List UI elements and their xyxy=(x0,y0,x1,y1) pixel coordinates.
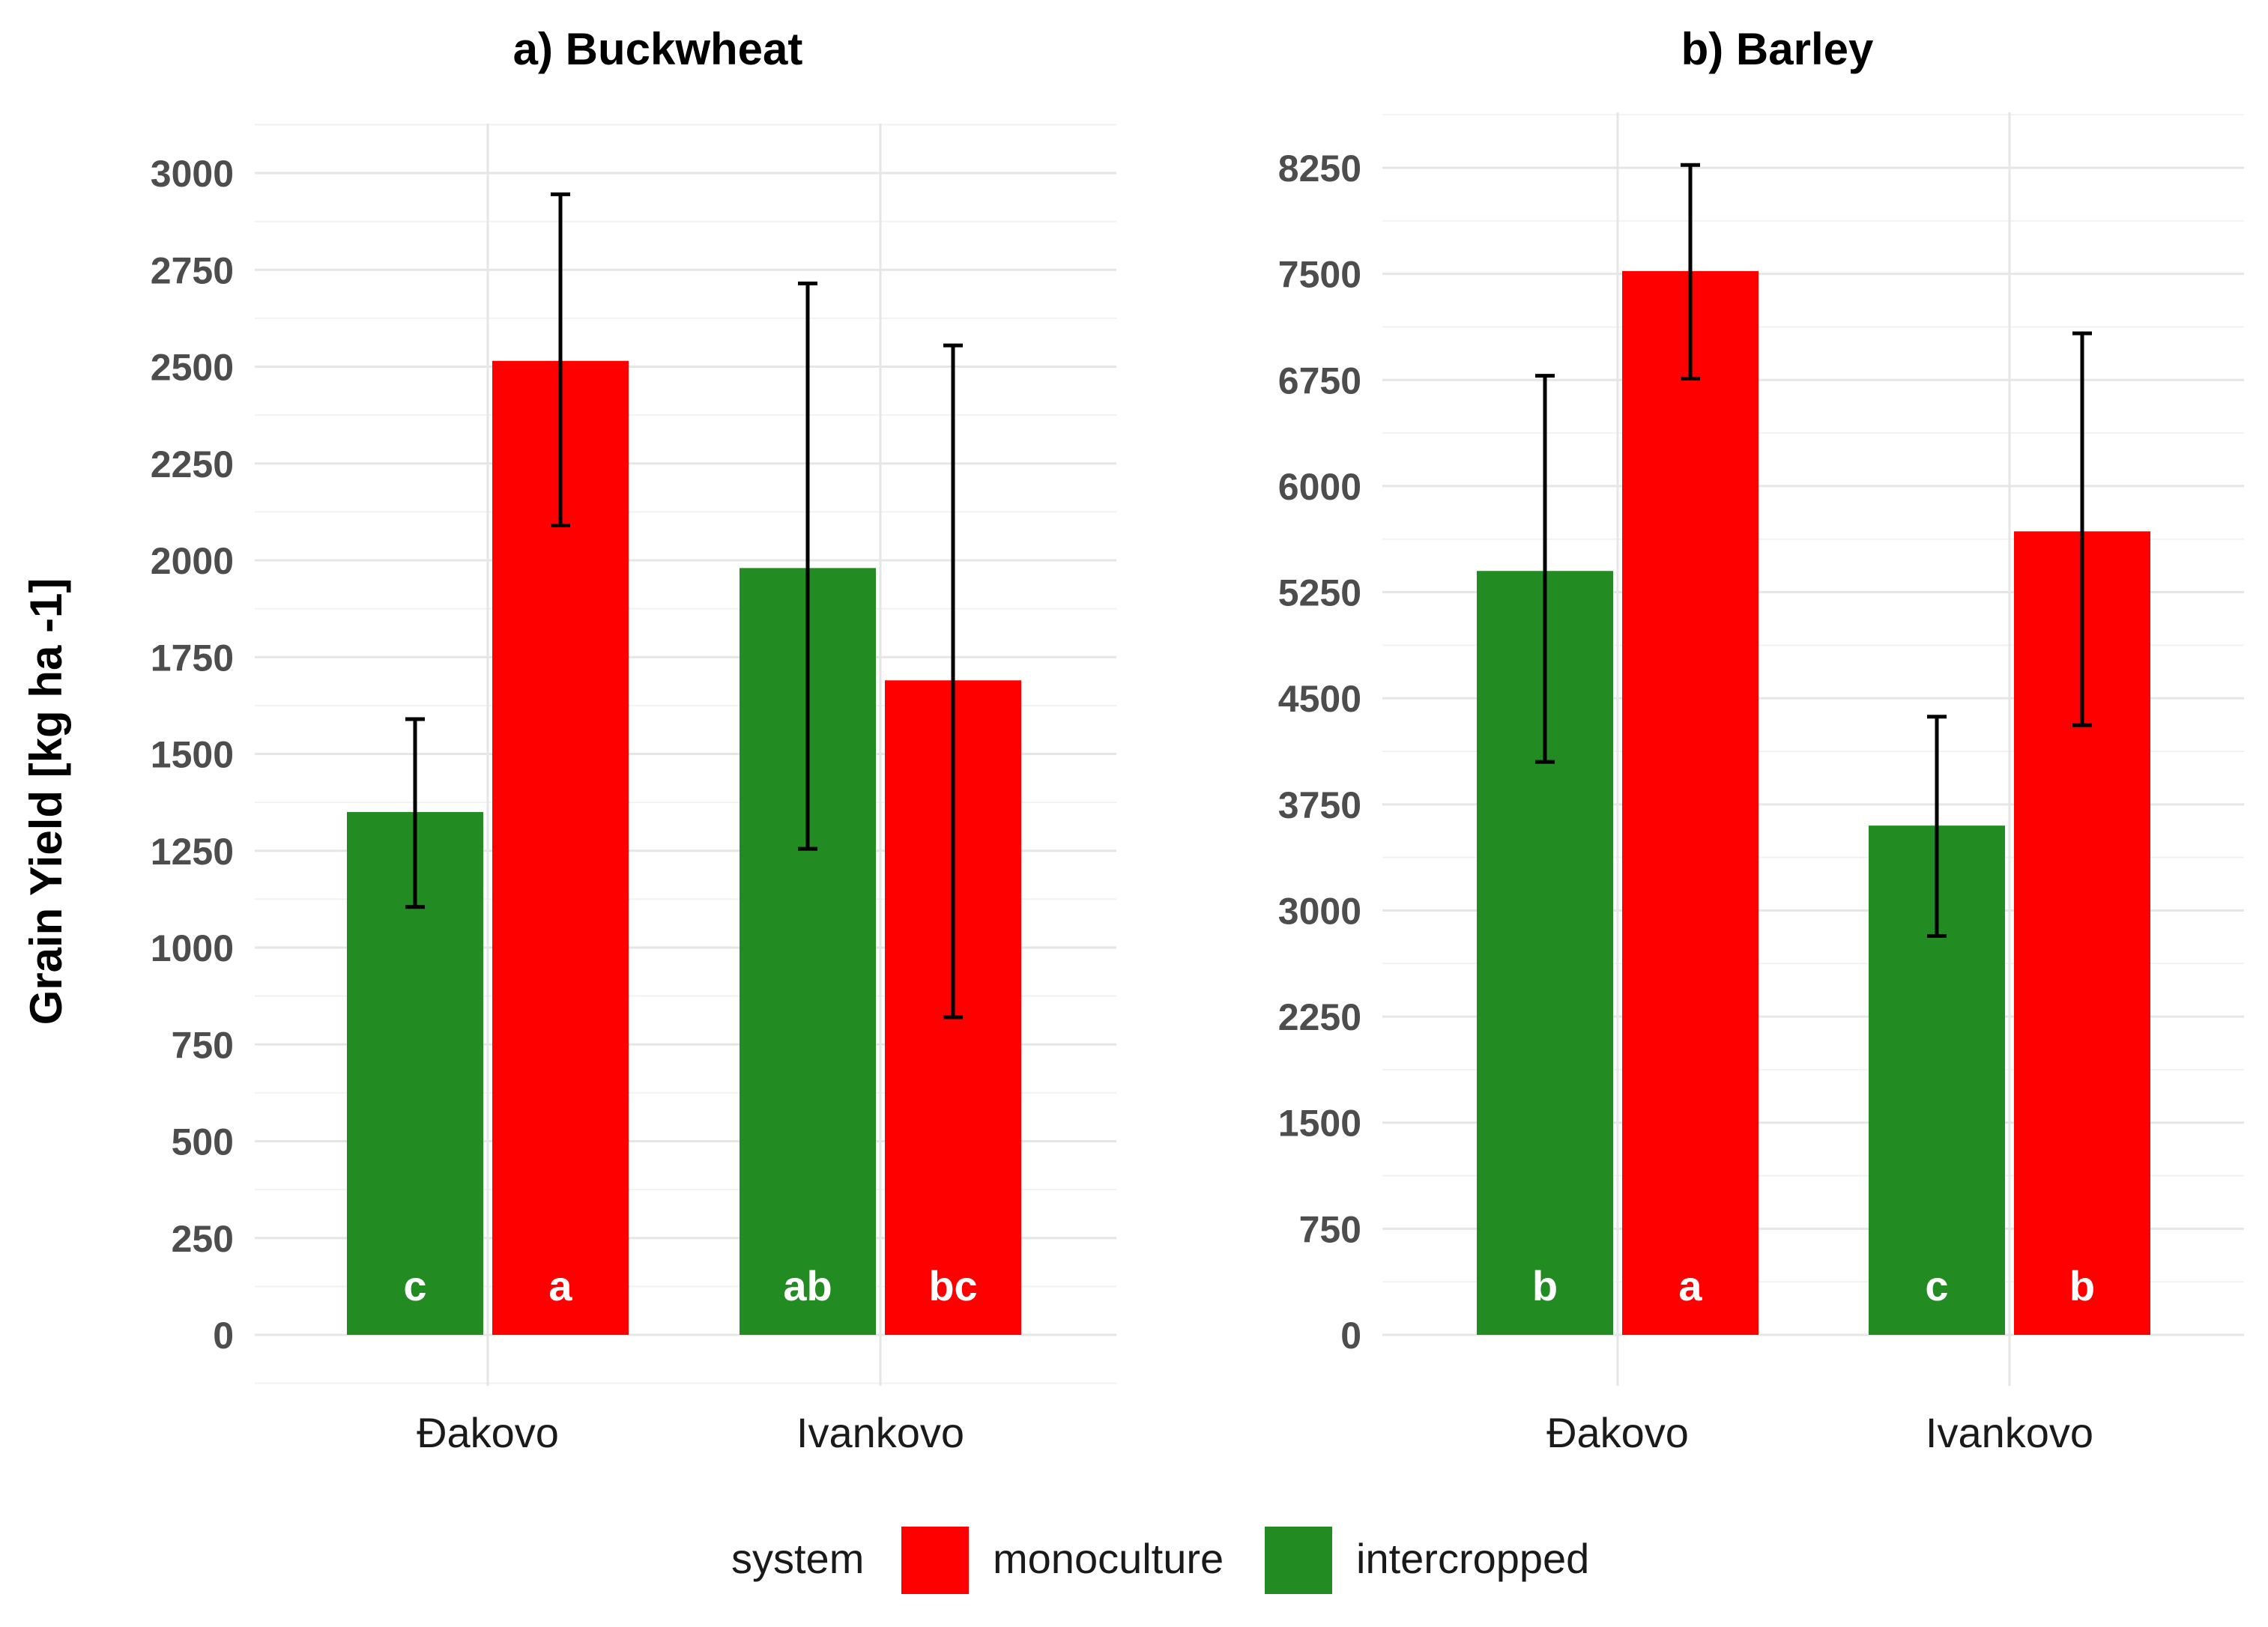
y-tick-label: 500 xyxy=(172,1121,234,1163)
y-tick-label: 2250 xyxy=(151,443,234,485)
y-tick-label: 250 xyxy=(172,1218,234,1260)
error-bar-intercropped-dakovo xyxy=(405,717,425,909)
error-bar-intercropped-dakovo xyxy=(1535,374,1555,764)
error-bar-monoculture-ivankovo xyxy=(2072,331,2092,727)
significance-label: c xyxy=(403,1262,426,1309)
legend: system monoculture intercropped xyxy=(731,1527,1589,1594)
y-tick-label: 3000 xyxy=(151,153,234,195)
y-tick-label: 5250 xyxy=(1278,572,1361,614)
significance-label: a xyxy=(548,1262,572,1309)
y-tick-label: 2500 xyxy=(151,347,234,389)
significance-label: ab xyxy=(783,1262,832,1309)
legend-swatch-monoculture xyxy=(901,1527,969,1594)
legend-label-intercropped: intercropped xyxy=(1356,1535,1589,1582)
y-tick-label: 2750 xyxy=(151,249,234,291)
error-bar-monoculture-ivankovo xyxy=(943,343,963,1019)
y-tick-label: 8250 xyxy=(1278,148,1361,190)
y-tick-label: 4500 xyxy=(1278,678,1361,720)
bar-monoculture-dakovo xyxy=(1622,270,1759,1336)
y-tick-label: 750 xyxy=(1299,1208,1361,1250)
error-bar-intercropped-ivankovo xyxy=(798,281,817,851)
panel-title-barley: b) Barley xyxy=(1681,24,1874,74)
x-category-label: Đakovo xyxy=(417,1409,559,1456)
significance-label: b xyxy=(1532,1262,1558,1309)
panel-barley: b) Barley 0 750 1500 2250 3000 3750 4500 5250 60… xyxy=(1278,24,2244,1456)
error-bar-intercropped-ivankovo xyxy=(1927,715,1947,938)
y-tick-label: 0 xyxy=(213,1315,234,1357)
significance-label: c xyxy=(1925,1262,1948,1309)
legend-swatch-intercropped xyxy=(1265,1527,1332,1594)
significance-label: a xyxy=(1678,1262,1702,1309)
y-tick-label: 3750 xyxy=(1278,784,1361,826)
x-category-label: Ivankovo xyxy=(1926,1409,2093,1456)
significance-label: bc xyxy=(928,1262,977,1309)
y-tick-label: 750 xyxy=(172,1024,234,1066)
panel-title-buckwheat: a) Buckwheat xyxy=(513,24,803,74)
y-tick-label: 0 xyxy=(1340,1315,1361,1357)
y-tick-label: 1250 xyxy=(151,831,234,873)
y-tick-label: 1500 xyxy=(1278,1103,1361,1145)
y-axis-label: Grain Yield [kg ha -1] xyxy=(21,578,71,1025)
y-tick-label: 6750 xyxy=(1278,360,1361,402)
x-category-label: Đakovo xyxy=(1546,1409,1689,1456)
panel-buckwheat: a) Buckwheat 0 250 500 750 1000 1250 1500 1750 2… xyxy=(151,24,1116,1456)
legend-label-monoculture: monoculture xyxy=(993,1535,1224,1582)
x-category-label: Ivankovo xyxy=(796,1409,964,1456)
y-tick-label: 6000 xyxy=(1278,466,1361,508)
y-tick-label: 7500 xyxy=(1278,254,1361,296)
y-tick-label: 2250 xyxy=(1278,996,1361,1038)
error-bar-monoculture-dakovo xyxy=(551,192,570,527)
legend-title: system xyxy=(731,1535,864,1582)
y-tick-label: 1000 xyxy=(151,927,234,969)
y-tick-label: 1500 xyxy=(151,734,234,776)
y-tick-label: 1750 xyxy=(151,637,234,679)
y-tick-label: 3000 xyxy=(1278,890,1361,932)
significance-label: b xyxy=(2069,1262,2095,1309)
y-tick-label: 2000 xyxy=(151,540,234,582)
error-bar-monoculture-dakovo xyxy=(1681,163,1700,381)
